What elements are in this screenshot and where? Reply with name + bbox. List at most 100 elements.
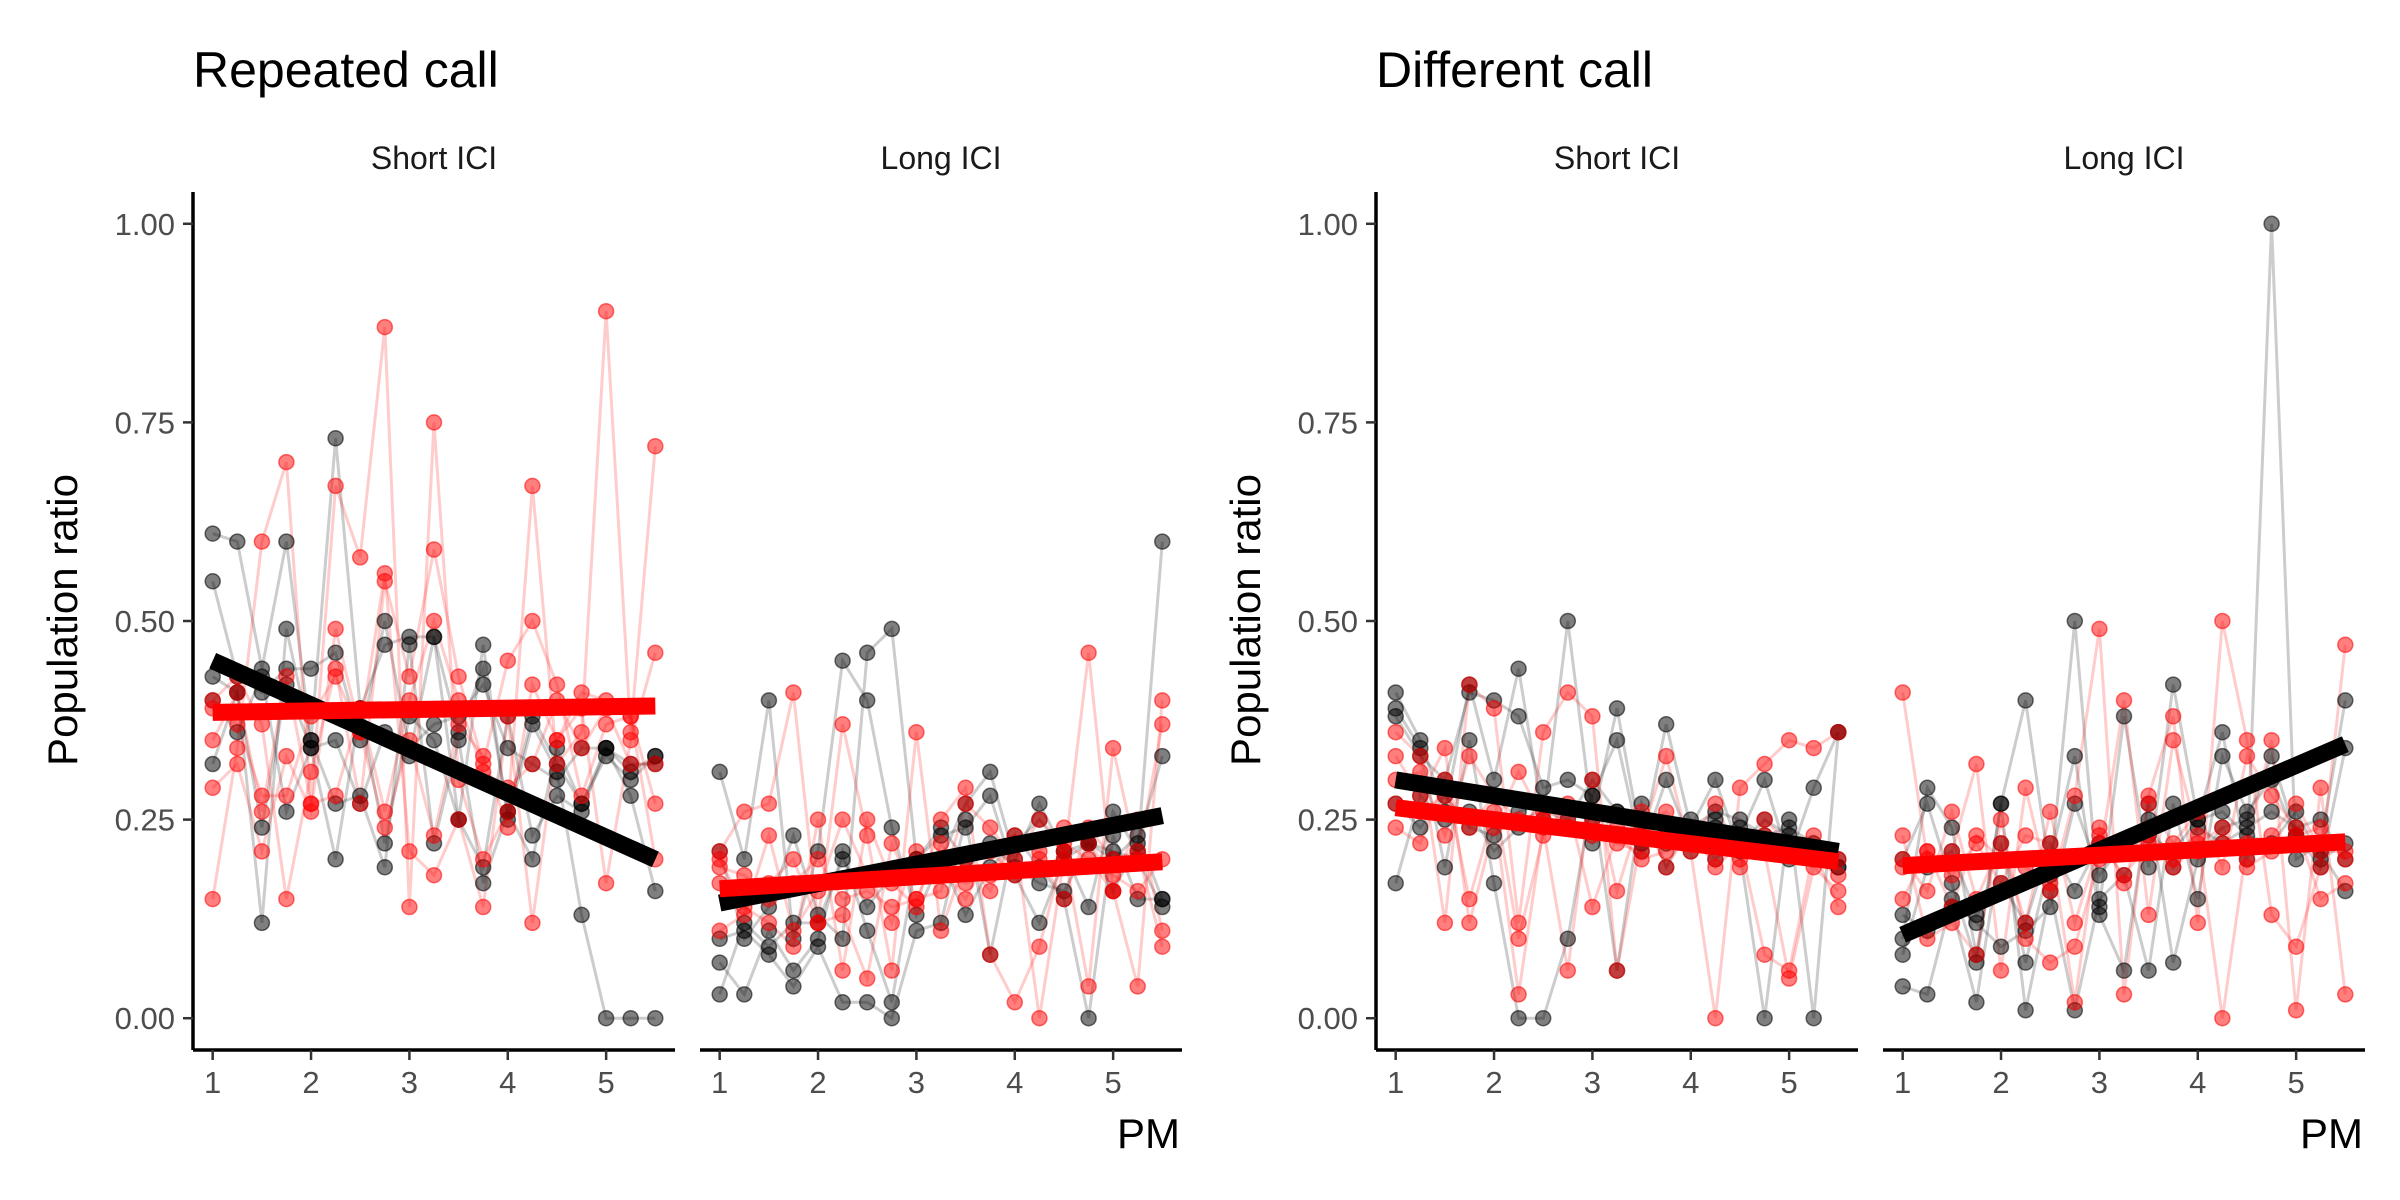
data-point-red [809,811,827,828]
data-point-red [1830,723,1847,741]
data-point-black [1031,914,1048,932]
data-point-red [932,922,950,940]
data-point-red [858,811,876,828]
data-point-red [351,795,369,812]
data-point-black [376,636,394,654]
data-point-black [376,612,394,630]
data-point-red [2066,914,2084,932]
data-point-black [785,962,802,979]
data-point-red [1830,898,1847,916]
data-point-black [1510,708,1527,725]
data-point-black [1805,1009,1822,1027]
data-point-red [2017,779,2034,797]
data-point-red [229,755,246,773]
data-point-black [2115,962,2133,979]
data-point-red [1780,970,1798,987]
data-point-black [883,819,901,836]
y-tick-label: 0.00 [1298,1001,1358,1036]
data-point-red [2337,851,2354,868]
data-point-red [2017,914,2034,932]
data-point-black [981,787,999,805]
data-point-black [2017,1002,2034,1019]
data-point-red [2189,914,2207,932]
data-point-black [474,676,492,693]
data-point-red [597,716,615,733]
data-point-black [1707,771,1724,789]
data-point-black [2189,890,2207,908]
data-point-black [2017,692,2034,709]
y-tick-label: 1.00 [1298,207,1358,242]
data-point-red [2140,906,2157,924]
data-point-red [932,835,950,852]
data-point-red [2214,859,2231,876]
data-point-black [1387,684,1404,701]
data-point-black [622,787,639,805]
data-point-black [1154,747,1171,765]
data-point-black [474,874,492,892]
data-point-black [327,644,344,662]
data-point-red [204,890,221,908]
x-tick-label: 2 [302,1065,319,1100]
data-point-red [1154,692,1171,709]
data-point-red [736,906,753,924]
x-tick-label: 4 [499,1065,516,1100]
data-point-black [597,1009,615,1027]
data-point-red [548,731,566,749]
data-point-red [1154,716,1171,733]
data-point-black [1412,819,1429,836]
data-point-red [622,731,639,749]
data-point-black [401,636,418,654]
data-point-black [647,1009,664,1027]
data-point-red [1584,898,1601,916]
data-point-black [573,906,590,924]
data-point-red [834,890,851,908]
data-point-red [474,898,492,916]
data-point-red [1387,819,1404,836]
data-point-red [834,716,851,733]
data-point-red [647,644,664,662]
data-point-black [327,851,344,868]
data-point-red [548,676,566,693]
panel-title-different-call: Different call [1376,42,1653,98]
data-point-red [597,302,615,320]
data-point-red [450,668,467,685]
data-point-black [2238,803,2256,820]
data-point-red [1461,676,1478,693]
data-point-red [253,843,271,860]
data-point-black [2164,676,2182,693]
data-point-red [2287,938,2305,955]
data-point-red [327,477,344,495]
data-point-red [883,835,901,852]
data-point-red [524,477,541,495]
data-point-red [597,874,615,892]
data-point-red [1436,827,1454,844]
data-point-black [376,835,394,852]
data-point-black [834,994,851,1011]
data-point-black [834,652,851,669]
data-point-red [1657,859,1675,876]
data-point-red [2164,731,2182,749]
x-tick-label: 1 [204,1065,221,1100]
data-point-red [760,914,778,932]
data-point-black [1756,1009,1773,1027]
data-point-black [302,739,320,757]
data-point-red [2091,620,2108,638]
y-axis-title-different: Population ratio [1222,474,1269,766]
data-point-red [425,414,443,431]
data-point-black [1510,660,1527,677]
data-point-red [2017,930,2034,948]
data-point-black [957,819,974,836]
data-point-black [711,954,728,971]
data-point-red [1968,827,1985,844]
data-point-red [1992,962,2010,979]
data-point-black [1485,843,1503,860]
data-point-black [524,851,541,868]
data-point-black [1559,930,1577,948]
data-point-red [253,803,271,820]
x-tick-label: 5 [1781,1065,1798,1100]
data-point-black [1608,700,1626,717]
strip-label-repeated-short-ici: Short ICI [371,140,497,176]
x-tick-label: 1 [1387,1065,1404,1100]
data-point-black [2140,962,2157,979]
trend-line-red [719,853,1163,898]
